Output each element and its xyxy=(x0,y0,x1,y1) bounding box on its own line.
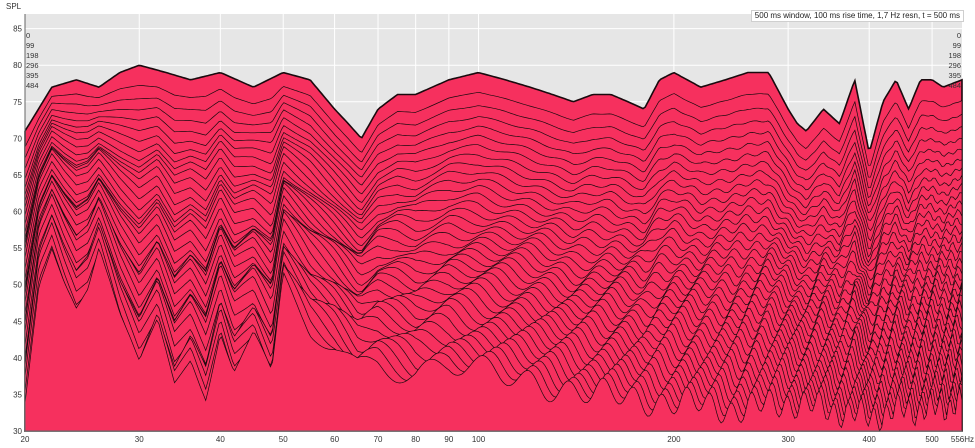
time-label: 0 xyxy=(957,31,961,40)
y-tick-label: 75 xyxy=(13,98,22,107)
time-label: 484 xyxy=(948,81,961,90)
y-tick-label: 40 xyxy=(13,354,22,363)
time-label: 484 xyxy=(26,81,39,90)
waterfall-slices xyxy=(24,64,963,432)
time-label: 198 xyxy=(948,51,961,60)
y-tick-label: 60 xyxy=(13,208,22,217)
info-box: 500 ms window, 100 ms rise time, 1,7 Hz … xyxy=(750,10,964,22)
time-label: 395 xyxy=(26,71,39,80)
y-tick-label: 35 xyxy=(13,390,22,399)
x-tick-label: 40 xyxy=(216,435,225,444)
y-tick-label: 80 xyxy=(13,61,22,70)
y-tick-label: 30 xyxy=(13,427,22,436)
x-tick-label: 90 xyxy=(444,435,453,444)
y-tick-label: 65 xyxy=(13,171,22,180)
x-tick-label: 80 xyxy=(411,435,420,444)
x-tick-label: 400 xyxy=(863,435,877,444)
time-label: 198 xyxy=(26,51,39,60)
y-tick-label: 70 xyxy=(13,134,22,143)
y-tick-label: 50 xyxy=(13,281,22,290)
waterfall-slice xyxy=(24,247,963,432)
time-label: 296 xyxy=(948,61,961,70)
plot-area xyxy=(24,14,963,432)
x-tick-label: 100 xyxy=(472,435,486,444)
x-tick-label: 60 xyxy=(330,435,339,444)
x-tick-label: 70 xyxy=(374,435,383,444)
y-tick-label: 55 xyxy=(13,244,22,253)
x-tick-label: 30 xyxy=(135,435,144,444)
time-label: 296 xyxy=(26,61,39,70)
x-tick-label: 300 xyxy=(781,435,795,444)
x-end-label: 556Hz xyxy=(951,435,974,444)
time-label: 99 xyxy=(26,41,34,50)
y-tick-label: 85 xyxy=(13,25,22,34)
y-tick-labels: 30 35 40 45 50 55 60 65 70 75 80 85 xyxy=(13,25,22,436)
x-tick-label: 20 xyxy=(21,435,30,444)
time-label: 99 xyxy=(953,41,961,50)
time-label: 395 xyxy=(948,71,961,80)
x-tick-label: 50 xyxy=(279,435,288,444)
x-tick-labels: 20 30 40 50 60 70 80 90 100 200 300 400 500 556Hz xyxy=(21,435,974,444)
y-tick-label: 45 xyxy=(13,317,22,326)
x-tick-label: 200 xyxy=(667,435,681,444)
time-label: 0 xyxy=(26,31,30,40)
x-tick-label: 500 xyxy=(925,435,939,444)
y-axis-label: SPL xyxy=(6,2,22,11)
